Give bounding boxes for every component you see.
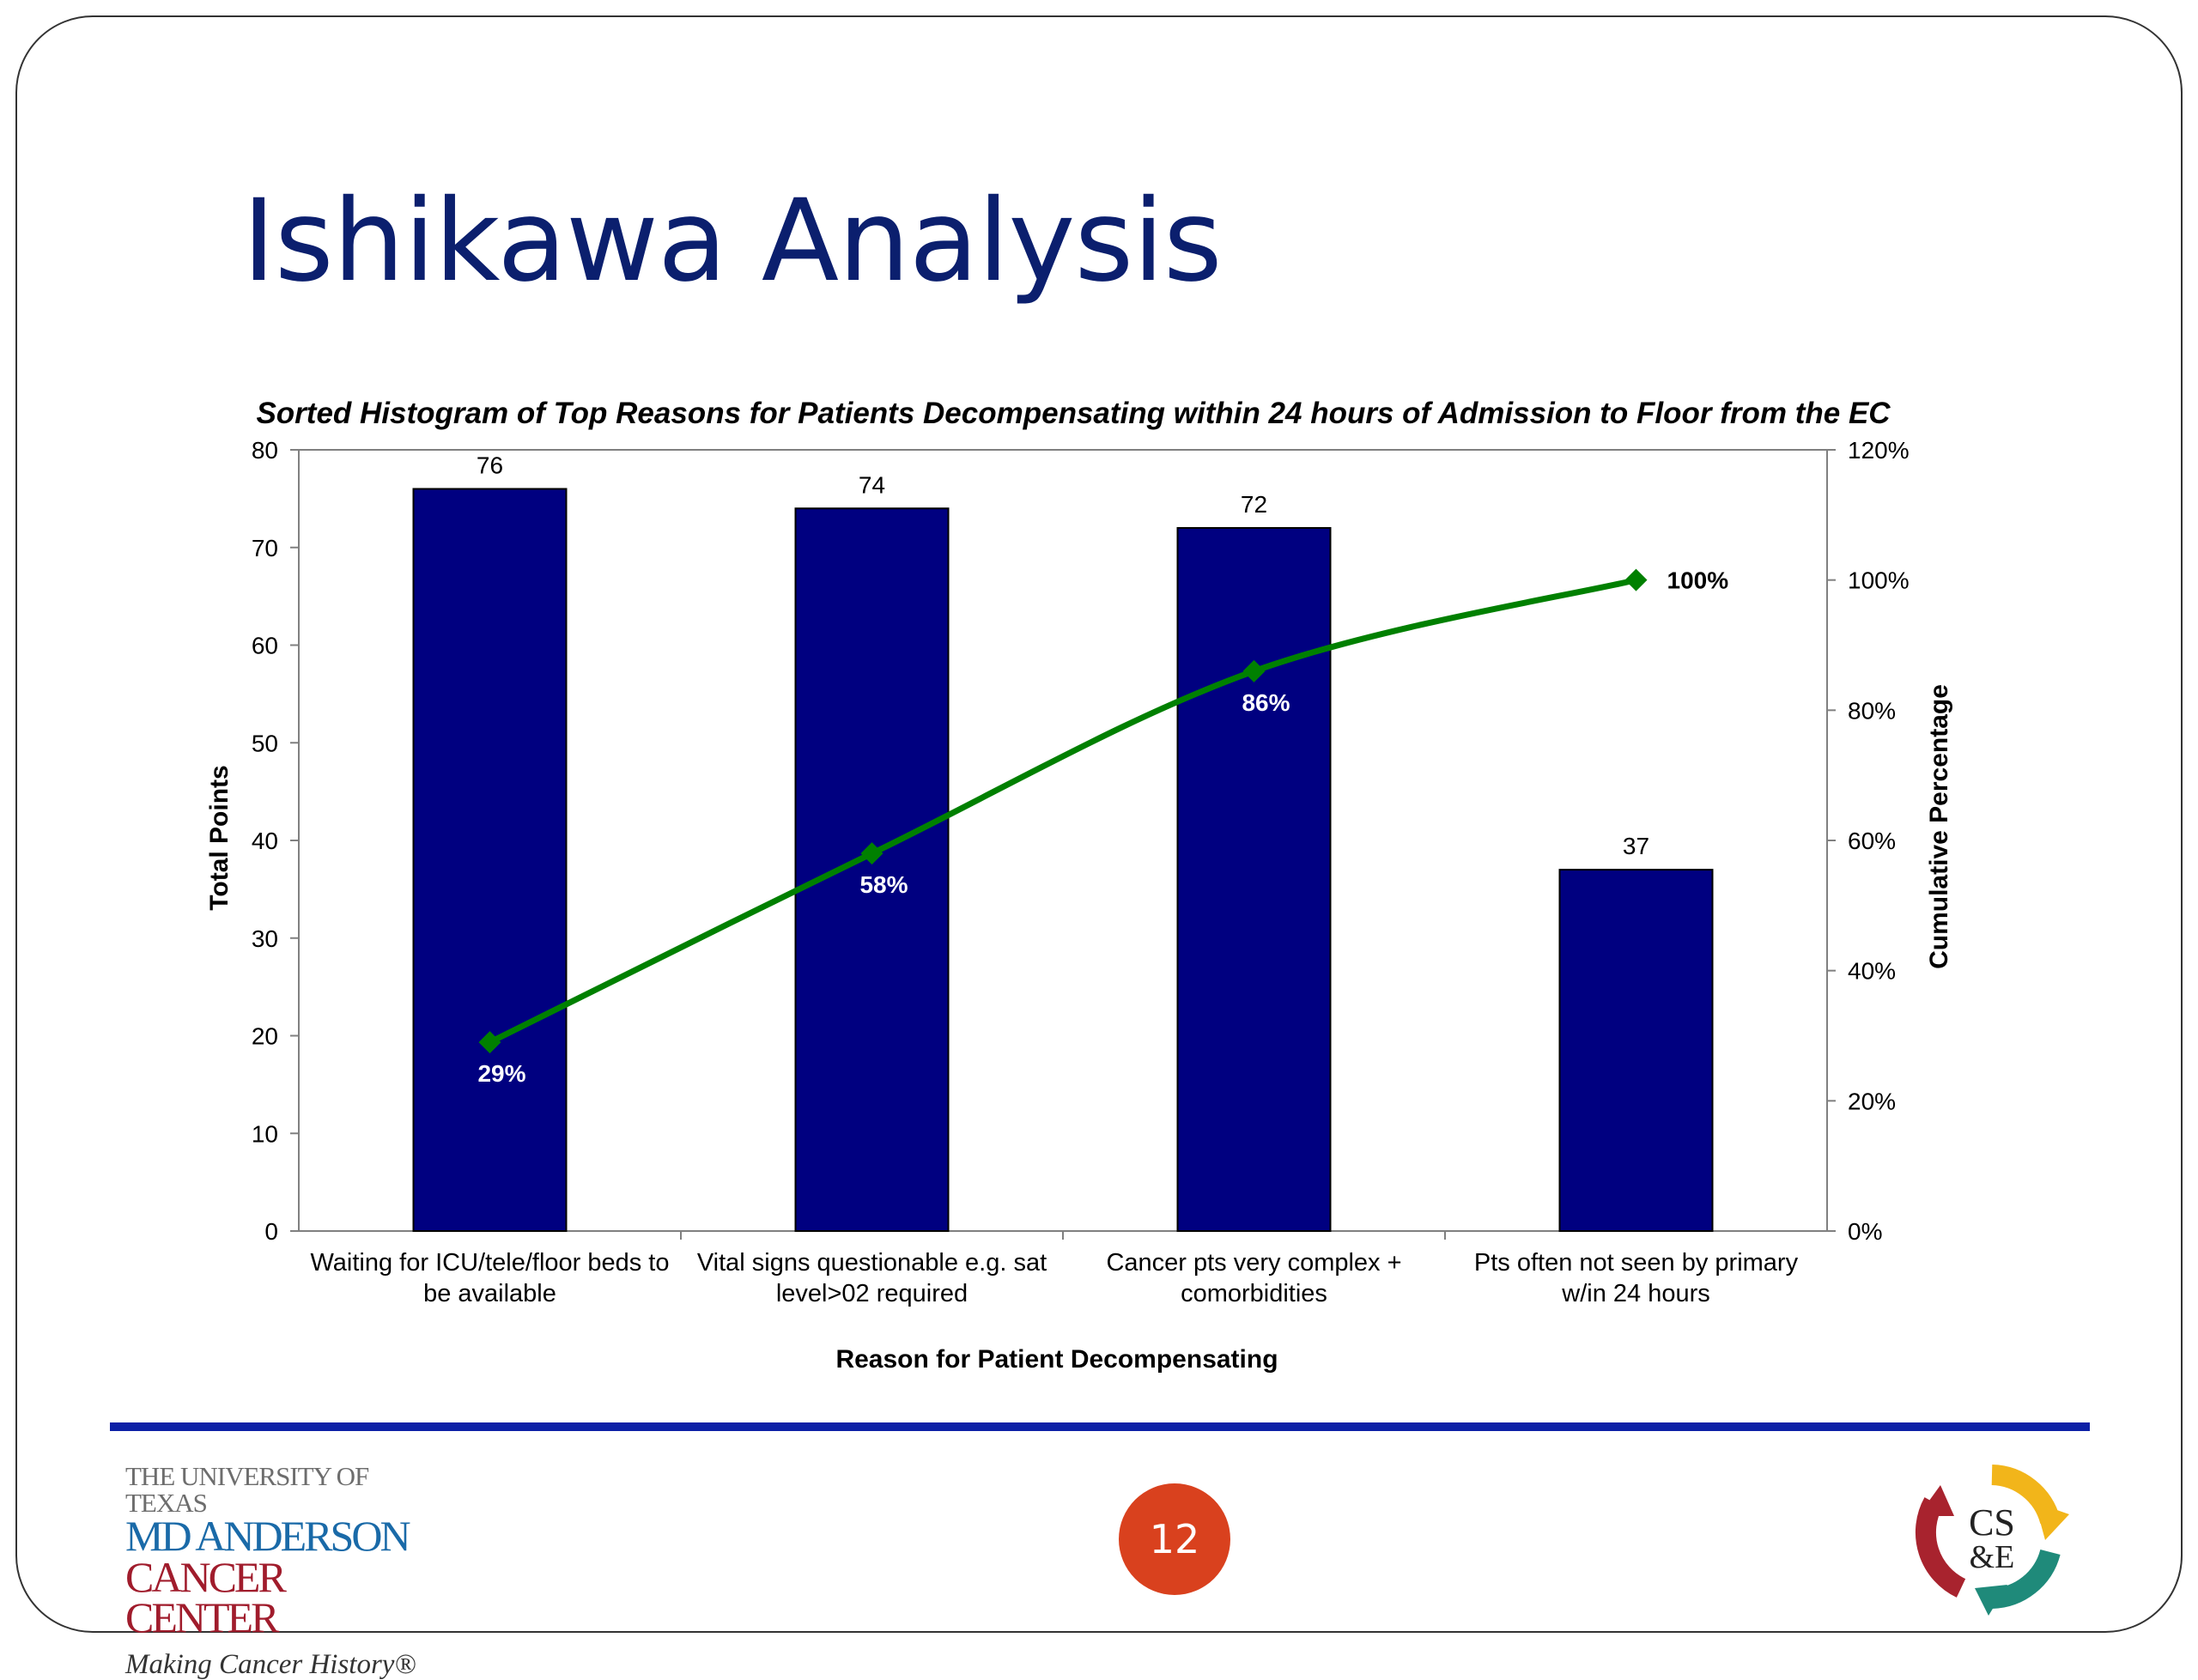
- plot-area: 0 10 20 30 40 50 60 70 80 0% 20% 40% 60% 80% 100% 120% 7…: [252, 437, 1910, 1307]
- x-tick-label: level>02 required: [776, 1280, 968, 1307]
- cumulative-label: 29%: [477, 1060, 525, 1087]
- bar: [1176, 527, 1332, 1232]
- bar-value-label: 74: [859, 471, 885, 498]
- cumulative-point: [1242, 659, 1266, 682]
- y-tick-label: 60: [252, 633, 278, 659]
- x-tick-label: be available: [423, 1280, 556, 1307]
- y-tick-label: 70: [252, 535, 278, 561]
- y-tick-label: 20: [252, 1023, 278, 1050]
- cumulative-label: 58%: [859, 871, 908, 898]
- logo-line-tagline: Making Cancer History®: [125, 1648, 416, 1680]
- cse-logo-text-bottom: &E: [1970, 1539, 2015, 1575]
- y-tick-label: 10: [252, 1120, 278, 1147]
- logo-line-cancer-center: CANCER CENTER: [125, 1552, 287, 1641]
- slide-title: Ishikawa Analysis: [242, 175, 1223, 307]
- bar: [1558, 869, 1714, 1232]
- cumulative-point: [478, 1031, 501, 1054]
- y-tick-label: 80: [252, 437, 278, 464]
- x-tick-label: comorbidities: [1181, 1280, 1327, 1307]
- y-tick-label: 40: [252, 828, 278, 854]
- x-tick-label: w/in 24 hours: [1561, 1280, 1710, 1307]
- y2-tick-label: 120%: [1848, 437, 1910, 464]
- y2-tick-label: 60%: [1848, 828, 1896, 854]
- y-tick-label: 30: [252, 925, 278, 952]
- cumulative-point: [860, 842, 883, 865]
- y2-axis-title: Cumulative Percentage: [1925, 684, 1953, 969]
- y-axis-title: Total Points: [205, 765, 234, 910]
- x-tick-label: Waiting for ICU/tele/floor beds to: [311, 1249, 670, 1277]
- bar-value-label: 76: [477, 452, 503, 479]
- cse-cycle-logo: CS &E: [1915, 1465, 2069, 1616]
- bar-value-label: 72: [1241, 491, 1267, 518]
- y2-tick-label: 20%: [1848, 1088, 1896, 1114]
- bar: [794, 507, 950, 1232]
- cse-logo-text-top: CS: [1969, 1501, 2015, 1544]
- y-tick-label: 0: [264, 1218, 278, 1245]
- y-tick-label: 50: [252, 730, 278, 756]
- footer-rule: [110, 1422, 2090, 1431]
- logo-line-md-anderson: MD ANDERSON: [125, 1512, 411, 1560]
- cumulative-label: 100%: [1667, 567, 1729, 594]
- cumulative-label: 86%: [1242, 689, 1290, 716]
- bar-value-label: 37: [1623, 833, 1649, 859]
- y2-tick-label: 0%: [1848, 1218, 1882, 1245]
- x-axis-title: Reason for Patient Decompensating: [835, 1345, 1278, 1374]
- cumulative-line: [488, 577, 1637, 1046]
- x-tick-label: Cancer pts very complex +: [1106, 1249, 1401, 1277]
- y2-tick-label: 80%: [1848, 697, 1896, 724]
- md-anderson-logo: THE UNIVERSITY OF TEXAS MD ANDERSON CANC…: [125, 1463, 417, 1679]
- cumulative-point: [1624, 568, 1648, 591]
- x-tick-label: Pts often not seen by primary: [1474, 1249, 1799, 1277]
- y2-tick-label: 40%: [1848, 958, 1896, 985]
- x-tick-label: Vital signs questionable e.g. sat: [697, 1249, 1047, 1277]
- bar: [412, 488, 568, 1232]
- slide-frame: [15, 15, 2183, 1633]
- chart-title: Sorted Histogram of Top Reasons for Pati…: [256, 397, 1891, 430]
- logo-line-university: THE UNIVERSITY OF TEXAS: [125, 1461, 369, 1518]
- page-number-badge: 12: [1119, 1483, 1230, 1595]
- y2-tick-label: 100%: [1848, 567, 1910, 594]
